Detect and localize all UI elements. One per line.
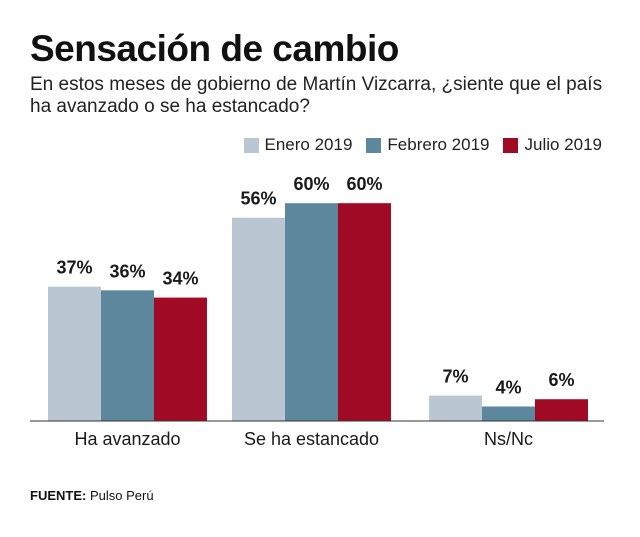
data-label-2-0: 7% bbox=[442, 367, 468, 387]
bar-1-0 bbox=[232, 217, 285, 421]
legend-item-enero: Enero 2019 bbox=[243, 135, 353, 155]
data-label-1-1: 60% bbox=[293, 174, 329, 194]
bar-1-1 bbox=[285, 203, 338, 421]
data-label-0-0: 37% bbox=[56, 258, 92, 278]
bar-2-0 bbox=[429, 395, 482, 421]
legend-swatch-febrero bbox=[366, 137, 382, 153]
data-label-1-2: 60% bbox=[346, 174, 382, 194]
bar-0-1 bbox=[101, 290, 154, 421]
bar-2-1 bbox=[482, 406, 535, 421]
legend-label-enero: Enero 2019 bbox=[264, 135, 353, 154]
legend-item-julio: Julio 2019 bbox=[503, 135, 602, 155]
data-label-0-1: 36% bbox=[109, 261, 145, 281]
bar-0-2 bbox=[154, 297, 207, 421]
chart-legend: Enero 2019 Febrero 2019 Julio 2019 bbox=[243, 135, 602, 155]
chart-title: Sensación de cambio bbox=[30, 28, 399, 69]
source-text: Pulso Perú bbox=[89, 488, 154, 503]
data-label-1-0: 56% bbox=[240, 189, 276, 209]
category-label-2: Ns/Nc bbox=[484, 429, 533, 449]
category-label-1: Se ha estancado bbox=[244, 429, 379, 449]
bar-2-2 bbox=[535, 399, 588, 421]
legend-swatch-enero bbox=[243, 137, 259, 153]
source-note: FUENTE: Pulso Perú bbox=[30, 488, 154, 503]
bar-1-2 bbox=[338, 203, 391, 421]
chart-subtitle: En estos meses de gobierno de Martín Viz… bbox=[30, 74, 603, 117]
legend-item-febrero: Febrero 2019 bbox=[366, 135, 489, 155]
category-label-0: Ha avanzado bbox=[74, 429, 180, 449]
data-label-2-1: 4% bbox=[495, 377, 521, 397]
data-label-0-2: 34% bbox=[162, 269, 198, 289]
legend-label-julio: Julio 2019 bbox=[524, 135, 602, 154]
data-label-2-2: 6% bbox=[548, 370, 574, 390]
legend-swatch-julio bbox=[503, 137, 519, 153]
source-label: FUENTE: bbox=[30, 488, 87, 503]
legend-label-febrero: Febrero 2019 bbox=[387, 135, 490, 154]
bar-0-0 bbox=[48, 286, 101, 421]
